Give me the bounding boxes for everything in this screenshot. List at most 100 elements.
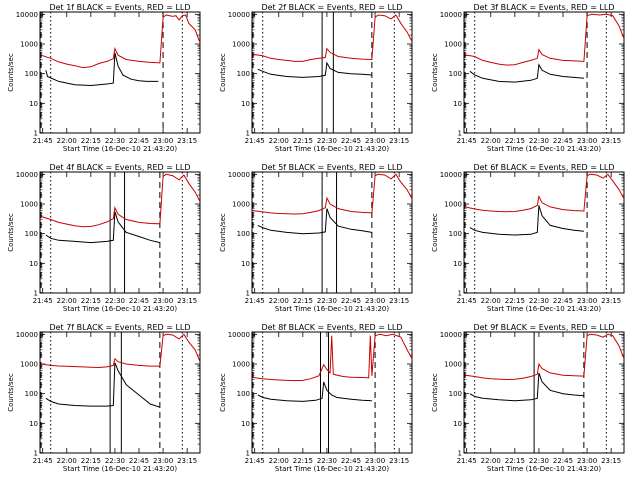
plot-frame xyxy=(251,171,413,294)
x-tick-label: 22:15 xyxy=(293,297,313,305)
y-tick-label: 100 xyxy=(237,70,250,78)
x-tick-label: 23:15 xyxy=(177,137,197,145)
x-tick-label: 23:15 xyxy=(389,137,409,145)
x-tick-label: 23:00 xyxy=(577,297,597,305)
x-tick-label: 22:45 xyxy=(341,297,361,305)
y-tick-label: 100 xyxy=(449,390,462,398)
plot-frame xyxy=(463,331,625,454)
x-tick-label: 23:15 xyxy=(177,457,197,465)
y-tick-label: 10000 xyxy=(440,171,462,179)
y-tick-label: 1000 xyxy=(232,201,250,209)
panel-title: Det 7f BLACK = Events, RED = LLD xyxy=(49,323,190,332)
x-tick-label: 22:00 xyxy=(481,137,501,145)
y-tick-label: 1 xyxy=(246,290,250,298)
y-axis-label: Counts/sec xyxy=(431,53,439,92)
x-tick-label: 22:00 xyxy=(481,297,501,305)
x-tick-label: 22:15 xyxy=(505,457,525,465)
x-tick-label: 23:00 xyxy=(577,457,597,465)
y-tick-label: 100 xyxy=(237,230,250,238)
panel-3: Det 3f BLACK = Events, RED = LLD 1 10 100 10… xyxy=(431,3,625,153)
x-tick-label: 21:45 xyxy=(33,297,53,305)
x-tick-label: 22:30 xyxy=(105,297,125,305)
y-tick-label: 1000 xyxy=(20,201,38,209)
x-tick-label: 22:00 xyxy=(481,457,501,465)
y-tick-label: 10000 xyxy=(228,331,250,339)
x-tick-label: 21:45 xyxy=(245,137,265,145)
x-axis-label: Start Time (16-Dec-10 21:43:20) xyxy=(63,465,177,473)
x-tick-label: 23:00 xyxy=(365,457,385,465)
panel-title: Det 5f BLACK = Events, RED = LLD xyxy=(261,163,402,172)
lld-series-line xyxy=(465,333,625,381)
x-axis-label: Start Time (16-Dec-10 21:43:20) xyxy=(487,145,601,153)
x-axis-label: Start Time (16-Dec-10 21:43:20) xyxy=(275,145,389,153)
y-tick-label: 1 xyxy=(34,130,38,138)
y-tick-label: 100 xyxy=(449,230,462,238)
y-tick-label: 1000 xyxy=(444,41,462,49)
y-tick-label: 10000 xyxy=(16,331,38,339)
y-tick-label: 10000 xyxy=(228,11,250,19)
x-tick-label: 22:45 xyxy=(553,297,573,305)
y-tick-label: 100 xyxy=(25,390,38,398)
x-axis-label: Start Time (16-Dec-10 21:43:20) xyxy=(487,465,601,473)
panel-1: Det 1f BLACK = Events, RED = LLD 1 10 100 10… xyxy=(7,3,201,153)
y-tick-label: 1 xyxy=(458,450,462,458)
y-tick-label: 10000 xyxy=(16,171,38,179)
lld-series-line xyxy=(464,173,625,213)
x-tick-label: 23:00 xyxy=(153,457,173,465)
x-tick-label: 22:45 xyxy=(553,457,573,465)
x-axis-label: Start Time (16-Dec-10 21:43:20) xyxy=(63,305,177,313)
y-axis-label: Counts/sec xyxy=(431,373,439,412)
lld-series-line xyxy=(465,13,625,66)
x-tick-label: 22:15 xyxy=(81,457,101,465)
x-tick-label: 22:30 xyxy=(317,457,337,465)
x-tick-label: 22:15 xyxy=(293,457,313,465)
x-tick-label: 22:45 xyxy=(129,297,149,305)
x-tick-label: 22:45 xyxy=(341,457,361,465)
x-tick-label: 23:15 xyxy=(601,457,621,465)
y-tick-label: 1000 xyxy=(444,201,462,209)
panel-title: Det 1f BLACK = Events, RED = LLD xyxy=(49,3,190,12)
events-series-line xyxy=(45,52,159,87)
y-tick-label: 10 xyxy=(453,420,462,428)
x-tick-label: 22:30 xyxy=(105,457,125,465)
y-axis-label: Counts/sec xyxy=(7,213,15,252)
panel-title: Det 9f BLACK = Events, RED = LLD xyxy=(473,323,614,332)
lld-series-line xyxy=(40,14,201,69)
plot-frame xyxy=(39,331,201,454)
x-axis-label: Start Time (16-Dec-10 21:43:20) xyxy=(275,465,389,473)
x-tick-label: 22:15 xyxy=(505,297,525,305)
y-tick-label: 1 xyxy=(34,450,38,458)
x-tick-label: 23:00 xyxy=(365,137,385,145)
x-tick-label: 23:15 xyxy=(177,297,197,305)
panel-2: Det 2f BLACK = Events, RED = LLD 1 10 100 10… xyxy=(219,3,413,153)
x-tick-label: 22:00 xyxy=(57,137,77,145)
panel-title: Det 3f BLACK = Events, RED = LLD xyxy=(473,3,614,12)
events-series-line xyxy=(257,208,372,235)
events-series-line xyxy=(45,362,161,408)
x-tick-label: 23:00 xyxy=(365,297,385,305)
x-tick-label: 22:15 xyxy=(293,137,313,145)
plot-frame xyxy=(463,11,625,134)
panel-6: Det 6f BLACK = Events, RED = LLD 1 10 100 10… xyxy=(431,163,625,313)
x-tick-label: 23:15 xyxy=(601,137,621,145)
y-tick-label: 10000 xyxy=(440,331,462,339)
events-series-line xyxy=(257,381,372,402)
x-tick-label: 21:45 xyxy=(457,297,477,305)
y-tick-label: 100 xyxy=(25,230,38,238)
y-tick-label: 1000 xyxy=(444,361,462,369)
y-axis-label: Counts/sec xyxy=(7,373,15,412)
x-tick-label: 21:45 xyxy=(245,457,265,465)
y-tick-label: 1000 xyxy=(232,361,250,369)
x-tick-label: 22:30 xyxy=(529,457,549,465)
x-tick-label: 22:00 xyxy=(57,297,77,305)
y-axis-label: Counts/sec xyxy=(219,53,227,92)
plot-frame xyxy=(39,171,201,294)
events-series-line xyxy=(469,205,584,236)
x-tick-label: 22:30 xyxy=(105,137,125,145)
y-tick-label: 1000 xyxy=(232,41,250,49)
x-tick-label: 23:00 xyxy=(577,137,597,145)
x-axis-label: Start Time (16-Dec-10 21:43:20) xyxy=(487,305,601,313)
x-tick-label: 23:00 xyxy=(153,137,173,145)
y-tick-label: 10 xyxy=(29,420,38,428)
